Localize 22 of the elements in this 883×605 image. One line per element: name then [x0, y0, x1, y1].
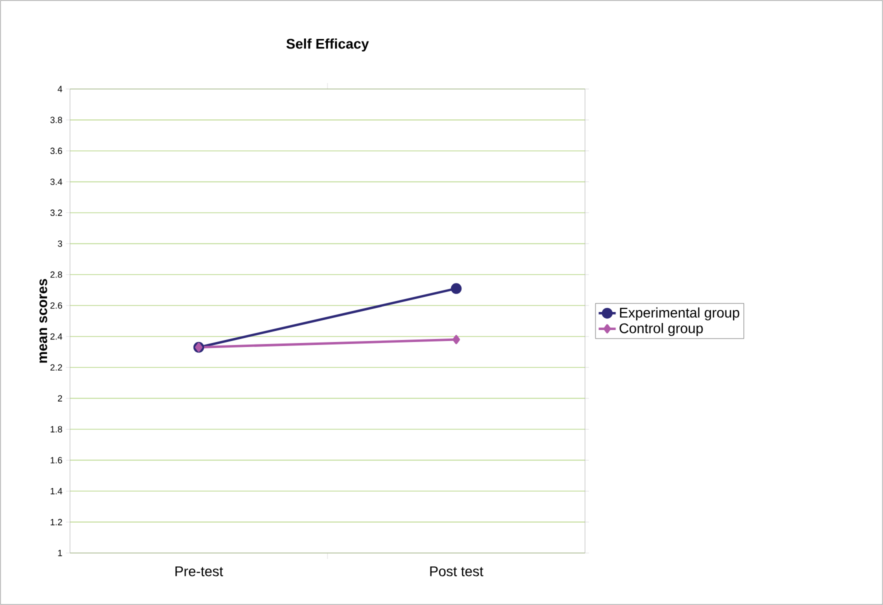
- y-tick-label: 3.6: [50, 148, 62, 154]
- y-tick-label: 2.8: [50, 271, 62, 278]
- chart-title: Self Efficacy: [286, 38, 369, 52]
- legend-label: Experimental group: [620, 307, 740, 320]
- y-tick-label: 3.4: [50, 178, 62, 185]
- y-axis-title: mean scores: [40, 278, 48, 363]
- y-tick-label: 4: [58, 86, 62, 92]
- y-tick-label: 3.2: [50, 210, 62, 216]
- y-tick-label: 1.8: [50, 426, 62, 432]
- y-tick-label: 2.4: [50, 333, 62, 340]
- y-tick-label: 1.2: [50, 518, 62, 526]
- x-tick-label: Pre-test: [175, 566, 224, 576]
- y-tick-label: 1.6: [50, 457, 62, 464]
- y-tick-label: 2: [58, 395, 62, 402]
- y-tick-label: 3.8: [50, 116, 62, 124]
- y-tick-label: 2.6: [50, 302, 62, 309]
- y-tick-label: 3: [58, 240, 62, 247]
- legend-label: Control group: [620, 322, 703, 336]
- y-tick-label: 1.4: [50, 488, 62, 494]
- x-tick-label: Post test: [430, 566, 484, 576]
- y-tick-label: 1: [58, 550, 62, 556]
- y-tick-label: 2.2: [50, 364, 62, 371]
